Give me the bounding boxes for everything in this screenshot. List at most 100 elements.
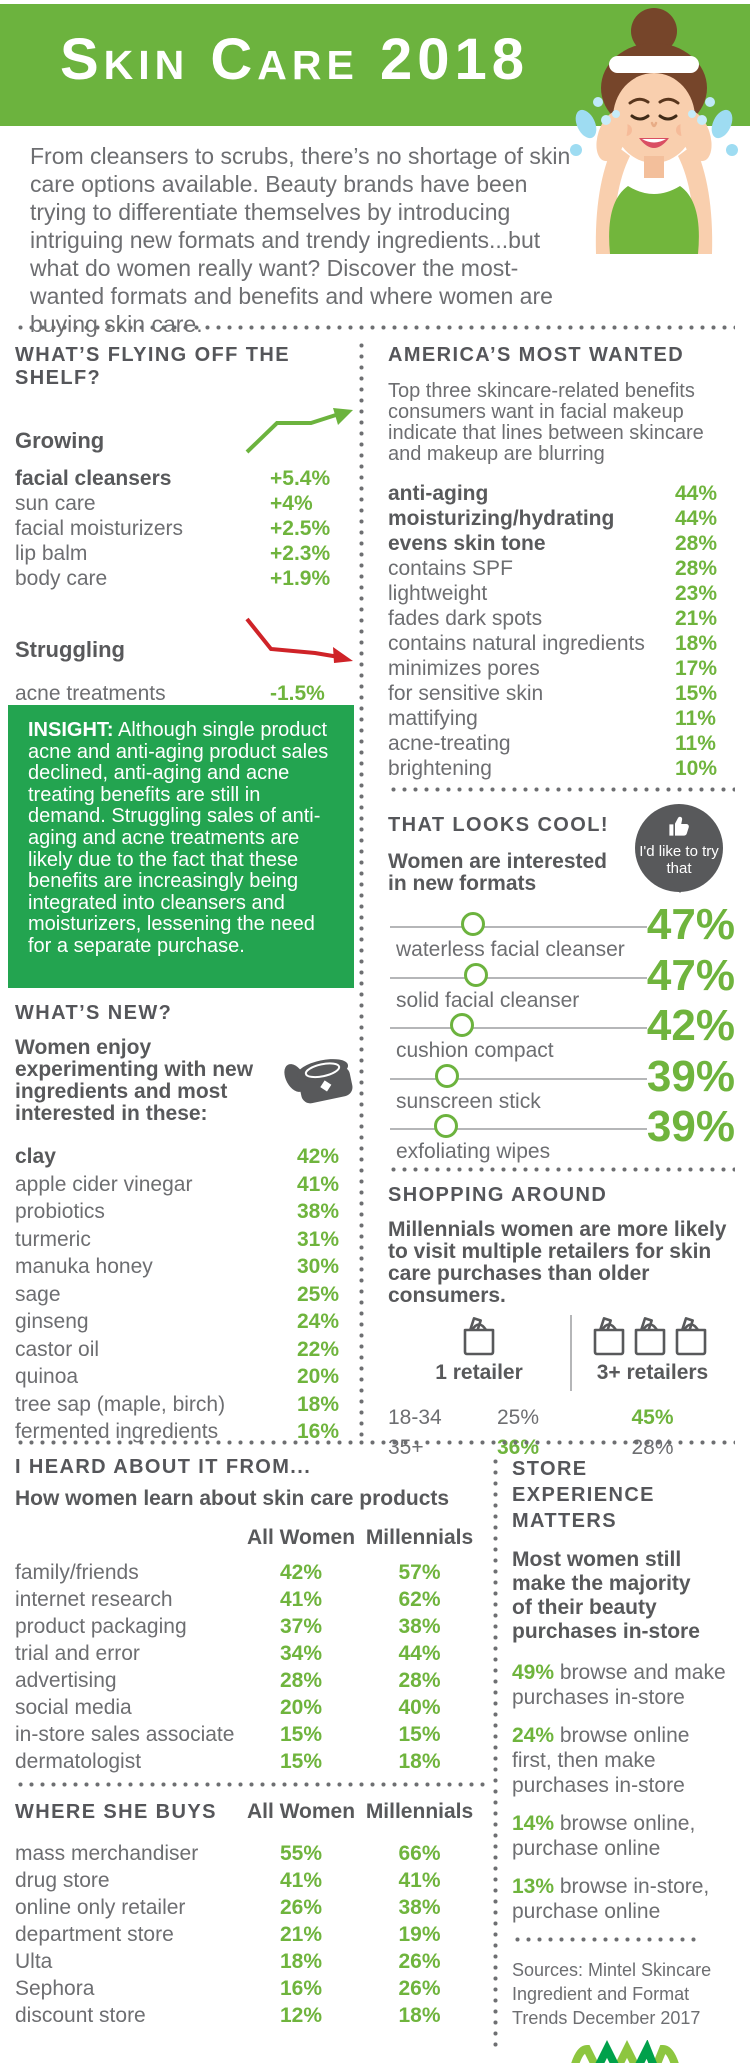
divider-right-2: [388, 1167, 735, 1172]
sources-text: Sources: Mintel Skincare Ingredient and …: [512, 1960, 712, 2028]
bubble-text: I'd like to try that: [639, 843, 719, 877]
age-group: 18-34: [388, 1406, 442, 1429]
section-description: Women are interested in new formats: [388, 850, 608, 895]
slider-track: [390, 926, 647, 928]
list-item: tree sap (maple, birch) 18%: [15, 1392, 340, 1416]
divider-right-1: [388, 787, 735, 792]
slider-knob-icon[interactable]: [464, 962, 488, 987]
shopping-bag-icon: [463, 1317, 495, 1356]
list-item: acne treatments -1.5%: [15, 682, 325, 705]
format-label: sunscreen stick: [396, 1089, 541, 1113]
section-americas-most-wanted: AMERICA’S MOST WANTED Top three skincare…: [388, 344, 735, 781]
thumbs-up-icon: [669, 816, 689, 836]
table-header: All Women Millennials: [15, 1524, 482, 1551]
list-item: brightening 10%: [388, 757, 718, 780]
column-header-millennials: Millennials: [365, 1526, 474, 1549]
table-row: in-store sales associate 15% 15%: [15, 1723, 441, 1746]
slider-knob-icon[interactable]: [461, 912, 485, 936]
format-label: exfoliating wipes: [396, 1140, 551, 1163]
table-row: Ulta 18% 26%: [15, 1950, 441, 1973]
value-3plus-retailers: 45%: [631, 1406, 674, 1429]
divider-bottom-columns: [493, 1456, 498, 2052]
section-title: STORE EXPERIENCE MATTERS: [512, 1458, 655, 1532]
format-label: cushion compact: [396, 1039, 554, 1062]
format-slider-row: cushion compact 42%: [388, 1001, 735, 1062]
table-row: Sephora 16% 26%: [15, 1977, 441, 2000]
table-row: online only retailer 26% 38%: [15, 1896, 441, 1919]
store-stat: 14% browse online, purchase online: [512, 1812, 696, 1860]
store-stat: 49% browse and make purchases in-store: [512, 1661, 726, 1709]
section-description: Millennials women are more likely to vis…: [388, 1218, 727, 1307]
table-divider: [570, 1315, 572, 1391]
section-flying-off-shelf: WHAT’S FLYING OFF THE SHELF? Growing fac…: [15, 344, 355, 731]
list-item: quinoa 20%: [15, 1365, 340, 1388]
section-subtitle: How women learn about skin care products: [15, 1487, 450, 1510]
list-item: castor oil 22%: [15, 1337, 340, 1361]
up-trend-icon: [245, 408, 353, 454]
store-stat: 24% browse online first, then make purch…: [512, 1724, 690, 1797]
table-row: mass merchandiser 55% 66%: [15, 1842, 441, 1865]
section-title: SHOPPING AROUND: [388, 1184, 608, 1206]
list-item: manuka honey 30%: [15, 1255, 340, 1278]
list-item: minimizes pores 17%: [388, 657, 718, 680]
column-header: 3+ retailers: [596, 1361, 709, 1384]
section-title: THAT LOOKS COOL!: [388, 814, 609, 836]
list-item: apple cider vinegar 41%: [15, 1172, 340, 1196]
slider-track: [390, 1027, 647, 1029]
list-item: sun care +4%: [15, 492, 313, 515]
growing-label: Growing: [15, 428, 105, 453]
list-item: evens skin tone 28%: [388, 532, 718, 555]
column-header-all-women: All Women: [246, 1800, 356, 1823]
table-row: social media 20% 40%: [15, 1696, 441, 1719]
divider-sources: [512, 1937, 702, 1942]
insight-callout: INSIGHT: Although single product acne an…: [8, 705, 354, 988]
section-heard-about-it: I HEARD ABOUT IT FROM... How women learn…: [15, 1456, 482, 1775]
format-label: waterless facial cleanser: [396, 938, 625, 961]
list-item: lip balm +2.3%: [15, 542, 331, 565]
table-row: product packaging 37% 38%: [15, 1615, 441, 1638]
slider-knob-icon[interactable]: [434, 1114, 458, 1138]
insight-text: Although single product acne and anti-ag…: [28, 719, 329, 957]
list-item: anti-aging 44%: [388, 482, 718, 505]
format-slider-row: sunscreen stick 39%: [388, 1052, 735, 1113]
table-row: 18-34 25% 45%: [388, 1403, 735, 1433]
section-where-she-buys: WHERE SHE BUYS All Women Millennials mas…: [15, 1798, 482, 2029]
page-title: Skin Care 2018: [60, 27, 530, 92]
table-header: WHERE SHE BUYS All Women Millennials: [15, 1798, 482, 1826]
value-1-retailer: 25%: [496, 1406, 540, 1429]
format-slider-row: waterless facial cleanser 47%: [388, 900, 735, 961]
format-slider-row: exfoliating wipes 39%: [388, 1102, 735, 1163]
list-item: contains natural ingredients 18%: [388, 632, 718, 655]
section-title: AMERICA’S MOST WANTED: [388, 344, 685, 366]
section-title: I HEARD ABOUT IT FROM...: [15, 1456, 312, 1478]
down-trend-icon: [245, 617, 353, 663]
divider-columns: [359, 340, 364, 1440]
column-header-all-women: All Women: [246, 1526, 356, 1549]
section-title: WHAT’S FLYING OFF THE SHELF?: [15, 344, 290, 389]
section-description: Most women still make the majority of th…: [512, 1548, 700, 1643]
table-row: department store 21% 19%: [15, 1923, 441, 1946]
format-label: solid facial cleanser: [396, 988, 580, 1012]
list-item: lightweight 23%: [388, 582, 718, 605]
slider-knob-icon[interactable]: [450, 1013, 474, 1037]
logo-mark-icon: [571, 2039, 679, 2063]
section-that-looks-cool: I'd like to try that THAT LOOKS COOL! Wo…: [388, 804, 735, 1163]
slider-knob-icon[interactable]: [435, 1063, 459, 1088]
list-item: contains SPF 28%: [388, 557, 718, 580]
face-washing-woman-illustration: [570, 8, 738, 254]
list-item: sage 25%: [15, 1282, 340, 1306]
divider-top: [15, 325, 735, 330]
format-percent: 39%: [646, 1051, 735, 1101]
struggling-label: Struggling: [15, 637, 125, 662]
divider-middle: [15, 1440, 735, 1445]
list-item: moisturizing/hydrating 44%: [388, 507, 718, 530]
cream-jar-icon: [284, 1059, 353, 1104]
section-shopping-around: SHOPPING AROUND Millennials women are mo…: [388, 1184, 735, 1463]
column-header: 1 retailer: [435, 1361, 523, 1384]
table-row: dermatologist 15% 18%: [15, 1750, 441, 1773]
list-item: facial cleansers +5.4%: [15, 467, 331, 490]
section-description: Top three skincare-related benefits cons…: [388, 380, 704, 465]
slider-track: [390, 1128, 647, 1130]
list-item: ginseng 24%: [15, 1310, 340, 1333]
